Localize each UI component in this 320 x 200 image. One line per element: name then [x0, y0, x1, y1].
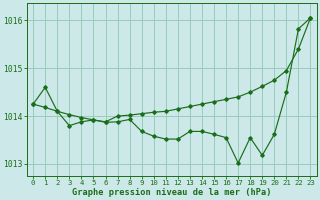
X-axis label: Graphe pression niveau de la mer (hPa): Graphe pression niveau de la mer (hPa): [72, 188, 272, 197]
